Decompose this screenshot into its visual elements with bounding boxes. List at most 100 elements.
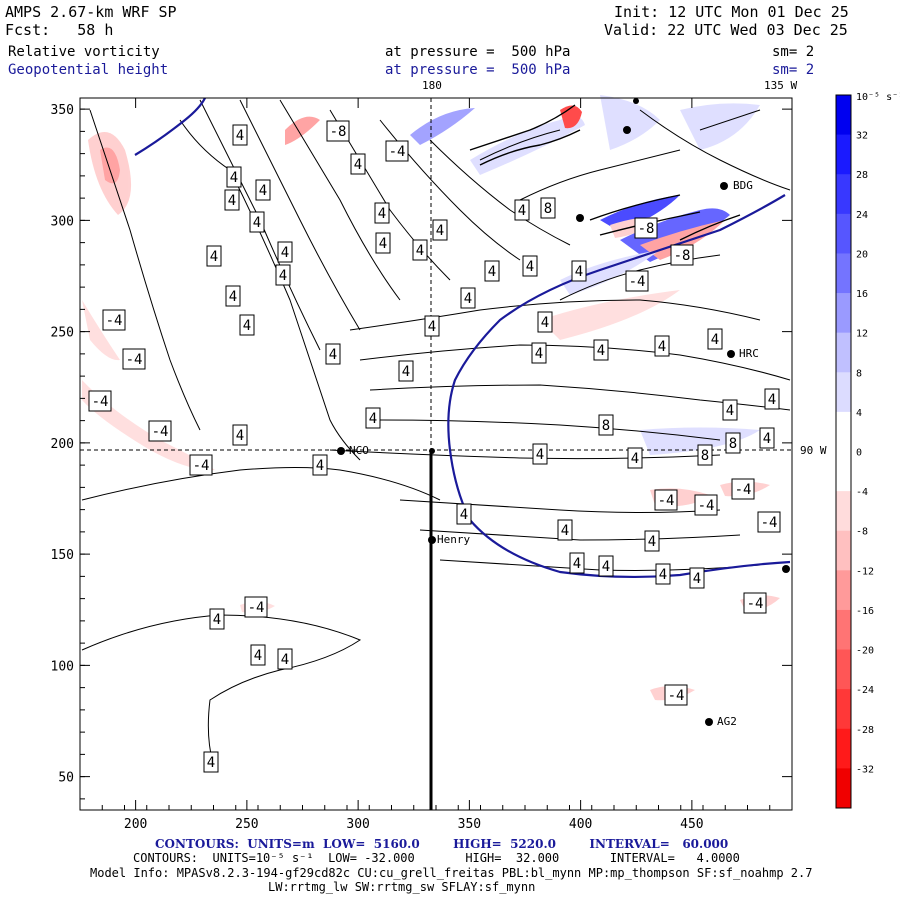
colorbar-tick-label: 32 <box>856 131 868 142</box>
svg-text:4: 4 <box>254 648 262 664</box>
colorbar-tick-label: -24 <box>856 685 874 696</box>
contour-label: 4 <box>275 264 291 286</box>
station-marker <box>782 565 790 573</box>
footer-contours-height: CONTOURS: UNITS=m LOW= 5160.0 HIGH= 5220… <box>155 837 729 851</box>
level-vorticity: at pressure = 500 hPa <box>385 44 571 60</box>
contour-label: -4 <box>743 592 767 614</box>
contour-label: 4 <box>432 219 448 241</box>
station-henry-marker <box>428 536 436 544</box>
contour-label: -4 <box>244 596 268 618</box>
svg-text:4: 4 <box>535 346 543 362</box>
svg-text:-4: -4 <box>658 493 675 509</box>
svg-text:4: 4 <box>726 403 734 419</box>
y-tick-label: 250 <box>51 326 74 341</box>
contour-label: 4 <box>203 751 219 773</box>
contour-label: 4 <box>460 287 476 309</box>
colorbar-swatch <box>836 411 851 452</box>
svg-text:4: 4 <box>207 755 215 771</box>
contour-label: 4 <box>312 454 328 476</box>
svg-text:4: 4 <box>354 157 362 173</box>
contour-label: 4 <box>557 519 573 541</box>
svg-text:4: 4 <box>369 411 377 427</box>
svg-text:-4: -4 <box>106 313 123 329</box>
svg-text:4: 4 <box>763 431 771 447</box>
svg-text:4: 4 <box>602 559 610 575</box>
footer-contours-vorticity: CONTOURS: UNITS=10⁻⁵ s⁻¹ LOW= -32.000 HI… <box>133 851 740 865</box>
svg-text:-4: -4 <box>248 600 265 616</box>
svg-text:4: 4 <box>236 428 244 444</box>
svg-text:4: 4 <box>464 291 472 307</box>
svg-text:4: 4 <box>378 206 386 222</box>
lon-135w-label: 135 W <box>764 79 798 92</box>
x-tick-label: 300 <box>346 817 369 832</box>
colorbar-swatch <box>836 570 851 611</box>
contour-label: 4 <box>249 211 265 233</box>
contour-label: 4 <box>350 153 366 175</box>
contour-label: 4 <box>707 328 723 350</box>
svg-text:4: 4 <box>416 243 424 259</box>
station-bdg-marker <box>720 182 728 190</box>
colorbar-swatch <box>836 530 851 571</box>
contour-label: 4 <box>232 424 248 446</box>
svg-text:4: 4 <box>648 534 656 550</box>
contour-label: -4 <box>148 420 172 442</box>
station-bdg-label: BDG <box>733 179 753 192</box>
svg-text:-4: -4 <box>761 515 778 531</box>
colorbar-swatch <box>836 253 851 294</box>
svg-text:4: 4 <box>281 652 289 668</box>
contour-label: 4 <box>689 567 705 589</box>
svg-text:4: 4 <box>460 507 468 523</box>
contour-label: 4 <box>232 124 248 146</box>
contour-label: 4 <box>226 166 242 188</box>
contour-label: 4 <box>206 245 222 267</box>
svg-text:4: 4 <box>230 170 238 186</box>
svg-text:4: 4 <box>488 264 496 280</box>
colorbar-swatch <box>836 609 851 651</box>
contour-label: 4 <box>531 342 547 364</box>
contour-label: 4 <box>277 648 293 670</box>
footer-model-info: Model Info: MPASv8.2.3-194-gf29cd82c CU:… <box>90 866 813 880</box>
contour-label: 4 <box>325 343 341 365</box>
colorbar-swatch <box>836 768 851 809</box>
station-nco-marker <box>337 447 345 455</box>
y-tick-label: 100 <box>51 659 74 674</box>
svg-text:8: 8 <box>602 418 610 434</box>
contour-label: 4 <box>239 314 255 336</box>
contour-label: 8 <box>697 444 713 466</box>
model-title: AMPS 2.67-km WRF SP <box>5 3 177 21</box>
svg-text:4: 4 <box>229 289 237 305</box>
contour-label: 4 <box>593 339 609 361</box>
station-marker <box>429 448 435 454</box>
contour-label: -4 <box>731 478 755 500</box>
contour-label: 4 <box>571 260 587 282</box>
init-time: Init: 12 UTC Mon 01 Dec 25 <box>614 3 849 21</box>
colorbar-swatch <box>836 95 851 136</box>
svg-text:4: 4 <box>711 332 719 348</box>
svg-text:4: 4 <box>526 259 534 275</box>
contour-label: 4 <box>764 388 780 410</box>
colorbar-swatch <box>836 491 851 532</box>
forecast-hour: Fcst: 58 h <box>5 21 114 39</box>
colorbar-tick-label: -16 <box>856 606 874 617</box>
svg-text:4: 4 <box>428 319 436 335</box>
colorbar-swatch <box>836 649 851 690</box>
contour-label: 4 <box>522 255 538 277</box>
svg-text:-4: -4 <box>698 498 715 514</box>
contour-label: 4 <box>627 447 643 469</box>
contour-label: 4 <box>644 530 660 552</box>
contour-label: 4 <box>209 608 225 630</box>
x-tick-label: 250 <box>235 817 258 832</box>
contour-label: -8 <box>326 120 350 142</box>
contour-label: 4 <box>375 232 391 254</box>
svg-text:-8: -8 <box>638 221 655 237</box>
svg-text:4: 4 <box>253 215 261 231</box>
svg-text:4: 4 <box>659 567 667 583</box>
x-tick-label: 200 <box>124 817 147 832</box>
field-vorticity: Relative vorticity <box>8 44 160 60</box>
contour-label: 4 <box>532 443 548 465</box>
contour-label: 4 <box>224 189 240 211</box>
colorbar-swatch <box>836 372 851 413</box>
svg-text:4: 4 <box>693 571 701 587</box>
station-marker <box>576 214 584 222</box>
